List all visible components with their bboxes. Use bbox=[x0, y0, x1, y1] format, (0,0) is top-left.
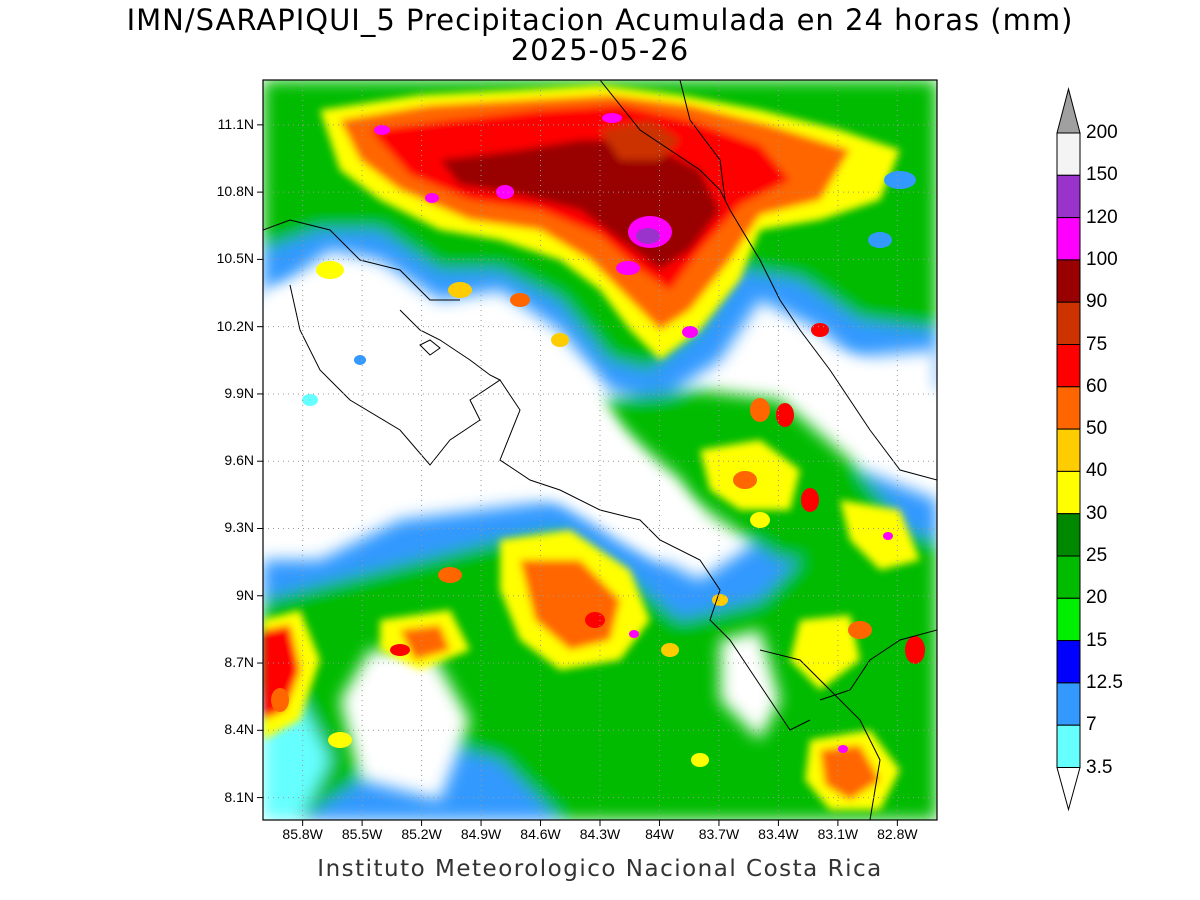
lat-tick-label: 8.1N bbox=[224, 788, 254, 805]
colorbar-swatch bbox=[1056, 174, 1081, 219]
lon-tick-label: 84.3W bbox=[579, 826, 621, 842]
legend-level-label: 40 bbox=[1086, 460, 1108, 482]
legend-level-label: 120 bbox=[1086, 206, 1118, 228]
legend-level-label: 12.5 bbox=[1086, 671, 1123, 693]
precip-cell bbox=[811, 323, 829, 337]
map-date: 2025-05-26 bbox=[510, 33, 690, 67]
precip-cell bbox=[776, 403, 794, 427]
lon-tick-label: 85.8W bbox=[282, 826, 323, 842]
lon-tick-label: 82.8W bbox=[877, 826, 918, 842]
colorbar-swatch bbox=[1056, 513, 1081, 557]
lon-tick-label: 84.6W bbox=[520, 826, 561, 842]
precip-cell bbox=[585, 612, 605, 628]
precip-cell bbox=[691, 753, 709, 767]
lon-tick-label: 83.7W bbox=[698, 826, 740, 842]
lat-tick-label: 10.8N bbox=[216, 183, 254, 200]
legend-level-label: 50 bbox=[1086, 418, 1108, 440]
legend-level-label: 200 bbox=[1086, 122, 1118, 143]
legend-level-label: 60 bbox=[1086, 375, 1108, 397]
colorbar-swatch bbox=[1056, 132, 1081, 176]
lat-tick-label: 10.5N bbox=[216, 250, 254, 267]
precip-cell bbox=[733, 471, 757, 489]
precip-cell bbox=[316, 261, 344, 279]
colorbar-swatch bbox=[1056, 428, 1081, 472]
legend-level-label: 7 bbox=[1086, 714, 1097, 736]
lat-tick-label: 9.3N bbox=[224, 519, 254, 536]
lon-tick-label: 83.4W bbox=[758, 826, 799, 842]
map-title: IMN/SARAPIQUI_5 Precipitacion Acumulada … bbox=[126, 3, 1074, 37]
precip-cell bbox=[302, 394, 318, 406]
lon-tick-label: 83.1W bbox=[817, 826, 859, 842]
lon-tick-label: 85.5W bbox=[341, 826, 383, 842]
legend-level-label: 15 bbox=[1086, 629, 1108, 651]
legend-level-label: 3.5 bbox=[1086, 756, 1113, 778]
colorbar-bottom-arrow bbox=[1056, 767, 1081, 812]
footer-credit: Instituto Meteorologico Nacional Costa R… bbox=[317, 856, 883, 882]
colorbar-swatch bbox=[1056, 344, 1081, 388]
lat-tick-label: 10.2N bbox=[216, 317, 254, 334]
legend-level-label: 20 bbox=[1086, 587, 1108, 609]
precip-cell bbox=[750, 512, 770, 528]
lat-tick-label: 9.6N bbox=[224, 452, 254, 469]
colorbar-swatch bbox=[1056, 217, 1081, 261]
legend-level-label: 75 bbox=[1086, 333, 1108, 355]
colorbar-swatch bbox=[1056, 386, 1081, 430]
colorbar-swatch bbox=[1056, 640, 1081, 684]
precip-cell bbox=[868, 232, 892, 248]
coastline bbox=[263, 80, 937, 820]
colorbar-swatch bbox=[1056, 597, 1081, 642]
lat-tick-label: 9.9N bbox=[224, 384, 254, 401]
precip-cell bbox=[390, 644, 410, 656]
colorbar-swatch bbox=[1056, 470, 1081, 515]
precip-cell bbox=[510, 293, 530, 307]
colorbar-swatch bbox=[1056, 301, 1081, 346]
precip-cell bbox=[848, 621, 872, 639]
colorbar-swatch bbox=[1056, 259, 1081, 303]
precip-cell bbox=[328, 732, 352, 748]
precip-cell bbox=[551, 333, 569, 347]
precip-cell bbox=[448, 282, 472, 298]
colorbar-swatch bbox=[1056, 724, 1081, 769]
precip-cell bbox=[712, 594, 728, 606]
lat-tick-label: 11.1N bbox=[217, 115, 254, 132]
lat-tick-label: 9N bbox=[236, 586, 254, 603]
lat-tick-label: 8.7N bbox=[224, 654, 254, 671]
precip-cell bbox=[271, 688, 289, 712]
colorbar-top-arrow bbox=[1056, 87, 1081, 134]
axis-ticks bbox=[257, 124, 898, 826]
legend-level-label: 100 bbox=[1086, 248, 1118, 270]
legend-level-label: 90 bbox=[1086, 291, 1108, 313]
precip-cell bbox=[438, 567, 462, 583]
precip-cell bbox=[750, 398, 770, 422]
legend-level-label: 30 bbox=[1086, 502, 1108, 524]
precip-cell bbox=[884, 171, 916, 189]
lon-tick-label: 85.2W bbox=[401, 826, 442, 842]
precip-cell bbox=[354, 355, 366, 365]
colorbar-swatch bbox=[1056, 682, 1081, 726]
colorbar-swatch bbox=[1056, 555, 1081, 599]
lat-tick-label: 8.4N bbox=[224, 721, 254, 738]
precip-cell bbox=[661, 643, 679, 657]
lon-tick-label: 84W bbox=[645, 826, 674, 842]
precip-cell bbox=[905, 636, 925, 664]
lon-tick-label: 84.9W bbox=[460, 826, 502, 842]
legend-level-label: 25 bbox=[1086, 545, 1108, 566]
precip-cell bbox=[801, 488, 819, 512]
color-legend bbox=[1056, 87, 1081, 812]
legend-level-label: 150 bbox=[1086, 164, 1118, 186]
lat-lon-grid bbox=[263, 80, 937, 820]
